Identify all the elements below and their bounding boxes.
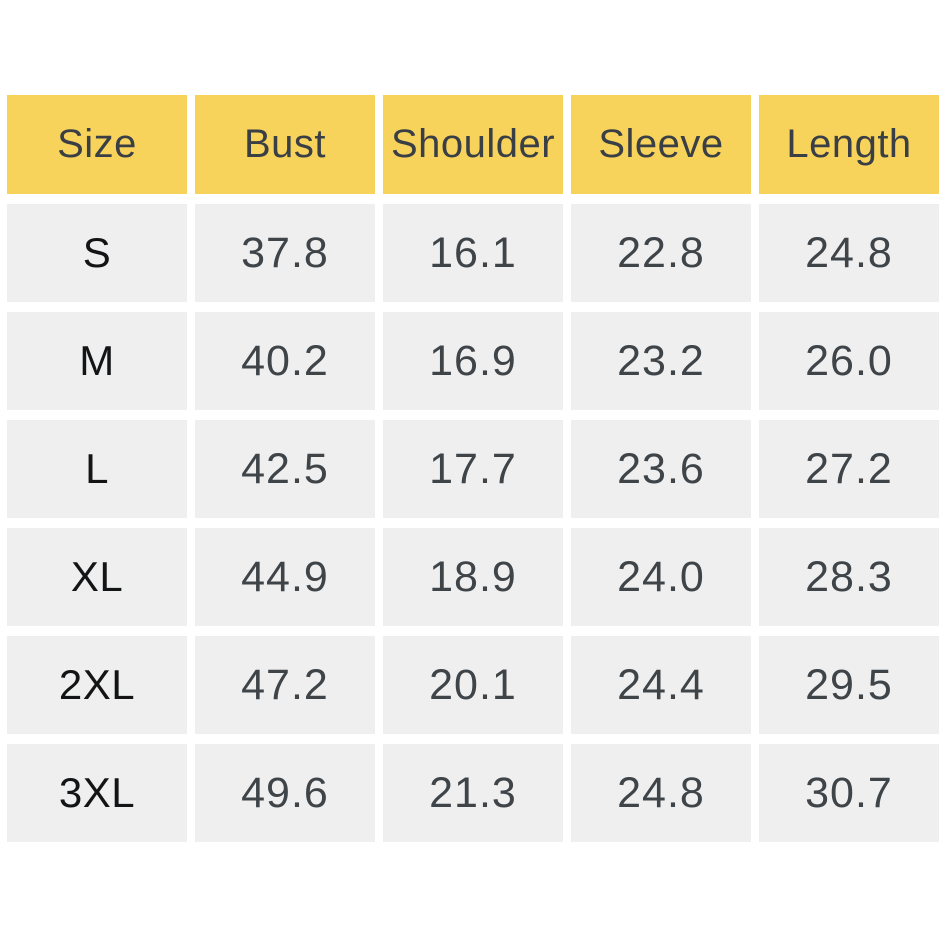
value-cell: 44.9 xyxy=(195,528,375,626)
column-header-size: Size xyxy=(7,95,187,194)
value-cell: 24.8 xyxy=(571,744,751,842)
value-cell: 28.3 xyxy=(759,528,939,626)
value-cell: 42.5 xyxy=(195,420,375,518)
column-header-sleeve: Sleeve xyxy=(571,95,751,194)
column-header-length: Length xyxy=(759,95,939,194)
value-cell: 37.8 xyxy=(195,204,375,302)
size-cell: XL xyxy=(7,528,187,626)
value-cell: 18.9 xyxy=(383,528,563,626)
value-cell: 21.3 xyxy=(383,744,563,842)
value-cell: 49.6 xyxy=(195,744,375,842)
size-cell: L xyxy=(7,420,187,518)
value-cell: 24.8 xyxy=(759,204,939,302)
value-cell: 23.6 xyxy=(571,420,751,518)
size-chart-table: Size Bust Shoulder Sleeve Length S 37.8 16.1 22.… xyxy=(7,95,939,842)
value-cell: 24.0 xyxy=(571,528,751,626)
value-cell: 20.1 xyxy=(383,636,563,734)
value-cell: 17.7 xyxy=(383,420,563,518)
column-header-shoulder: Shoulder xyxy=(383,95,563,194)
value-cell: 23.2 xyxy=(571,312,751,410)
value-cell: 29.5 xyxy=(759,636,939,734)
column-header-bust: Bust xyxy=(195,95,375,194)
value-cell: 16.1 xyxy=(383,204,563,302)
value-cell: 26.0 xyxy=(759,312,939,410)
value-cell: 27.2 xyxy=(759,420,939,518)
size-cell: 2XL xyxy=(7,636,187,734)
value-cell: 22.8 xyxy=(571,204,751,302)
value-cell: 47.2 xyxy=(195,636,375,734)
value-cell: 40.2 xyxy=(195,312,375,410)
size-cell: S xyxy=(7,204,187,302)
value-cell: 30.7 xyxy=(759,744,939,842)
size-cell: M xyxy=(7,312,187,410)
value-cell: 24.4 xyxy=(571,636,751,734)
value-cell: 16.9 xyxy=(383,312,563,410)
size-cell: 3XL xyxy=(7,744,187,842)
